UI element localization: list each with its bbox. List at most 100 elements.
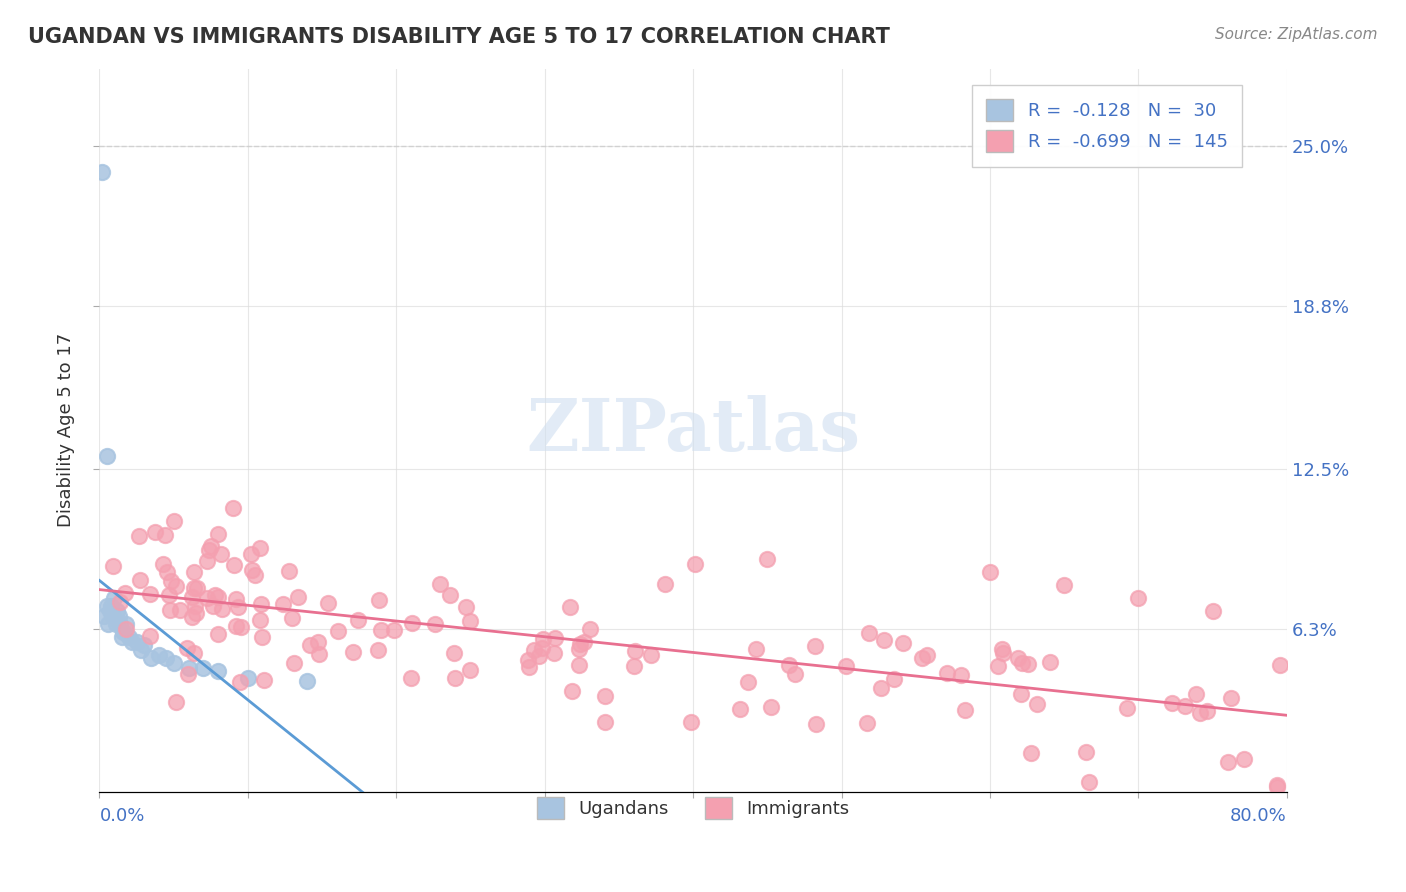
Point	[125, 635, 148, 649]
Point	[211, 602, 233, 616]
Point	[979, 566, 1001, 580]
Point	[1010, 687, 1032, 701]
Point	[1019, 746, 1042, 760]
Point	[180, 590, 202, 604]
Point	[183, 646, 205, 660]
Point	[855, 715, 877, 730]
Point	[439, 588, 461, 602]
Point	[157, 588, 180, 602]
Point	[195, 591, 218, 605]
Point	[298, 638, 321, 652]
Point	[544, 632, 567, 646]
Point	[737, 674, 759, 689]
Point	[229, 675, 252, 690]
Point	[883, 672, 905, 686]
Point	[1025, 697, 1047, 711]
Point	[143, 524, 166, 539]
Point	[623, 644, 645, 658]
Point	[207, 627, 229, 641]
Point	[1007, 651, 1029, 665]
Point	[186, 581, 208, 595]
Point	[370, 624, 392, 638]
Point	[623, 659, 645, 673]
Point	[253, 673, 276, 687]
Point	[112, 624, 135, 639]
Point	[640, 648, 662, 662]
Point	[114, 586, 136, 600]
Point	[93, 609, 115, 624]
Point	[953, 703, 976, 717]
Point	[1161, 696, 1184, 710]
Point	[1128, 591, 1150, 606]
Point	[346, 613, 368, 627]
Point	[181, 609, 204, 624]
Point	[96, 449, 118, 463]
Point	[654, 577, 676, 591]
Point	[367, 592, 389, 607]
Point	[281, 611, 304, 625]
Point	[1265, 778, 1288, 792]
Point	[128, 529, 150, 543]
Y-axis label: Disability Age 5 to 17: Disability Age 5 to 17	[58, 333, 75, 527]
Point	[873, 632, 896, 647]
Point	[97, 617, 120, 632]
Point	[105, 604, 128, 618]
Point	[152, 557, 174, 571]
Point	[148, 648, 170, 662]
Point	[1197, 705, 1219, 719]
Point	[516, 653, 538, 667]
Point	[572, 635, 595, 649]
Point	[207, 664, 229, 678]
Point	[531, 632, 554, 646]
Point	[165, 579, 187, 593]
Point	[307, 634, 329, 648]
Point	[121, 635, 143, 649]
Point	[207, 526, 229, 541]
Point	[328, 624, 350, 638]
Point	[249, 613, 271, 627]
Point	[104, 617, 127, 632]
Point	[728, 702, 751, 716]
Point	[139, 586, 162, 600]
Point	[98, 604, 121, 618]
Point	[443, 671, 465, 685]
Point	[100, 599, 122, 613]
Point	[209, 547, 232, 561]
Point	[198, 542, 221, 557]
Point	[228, 599, 250, 614]
Point	[858, 626, 880, 640]
Text: UGANDAN VS IMMIGRANTS DISABILITY AGE 5 TO 17 CORRELATION CHART: UGANDAN VS IMMIGRANTS DISABILITY AGE 5 T…	[28, 27, 890, 46]
Point	[222, 500, 245, 515]
Point	[202, 599, 225, 613]
Legend: R =  -0.128   N =  30, R =  -0.699   N =  145: R = -0.128 N = 30, R = -0.699 N = 145	[972, 85, 1241, 167]
Point	[129, 643, 152, 657]
Point	[1265, 780, 1288, 794]
Point	[1039, 656, 1062, 670]
Point	[991, 641, 1014, 656]
Point	[107, 609, 129, 624]
Point	[177, 667, 200, 681]
Point	[915, 648, 938, 663]
Point	[531, 641, 554, 656]
Point	[243, 568, 266, 582]
Point	[401, 671, 423, 685]
Point	[1116, 701, 1139, 715]
Point	[949, 668, 972, 682]
Point	[517, 660, 540, 674]
Text: 0.0%: 0.0%	[100, 807, 145, 825]
Point	[987, 659, 1010, 673]
Point	[153, 527, 176, 541]
Point	[593, 690, 616, 704]
Point	[681, 714, 703, 729]
Point	[229, 619, 252, 633]
Point	[429, 577, 451, 591]
Point	[1218, 756, 1240, 770]
Point	[132, 638, 155, 652]
Point	[1189, 706, 1212, 720]
Point	[297, 673, 319, 688]
Point	[1219, 690, 1241, 705]
Point	[560, 599, 582, 614]
Point	[240, 564, 263, 578]
Point	[806, 717, 828, 731]
Point	[425, 616, 447, 631]
